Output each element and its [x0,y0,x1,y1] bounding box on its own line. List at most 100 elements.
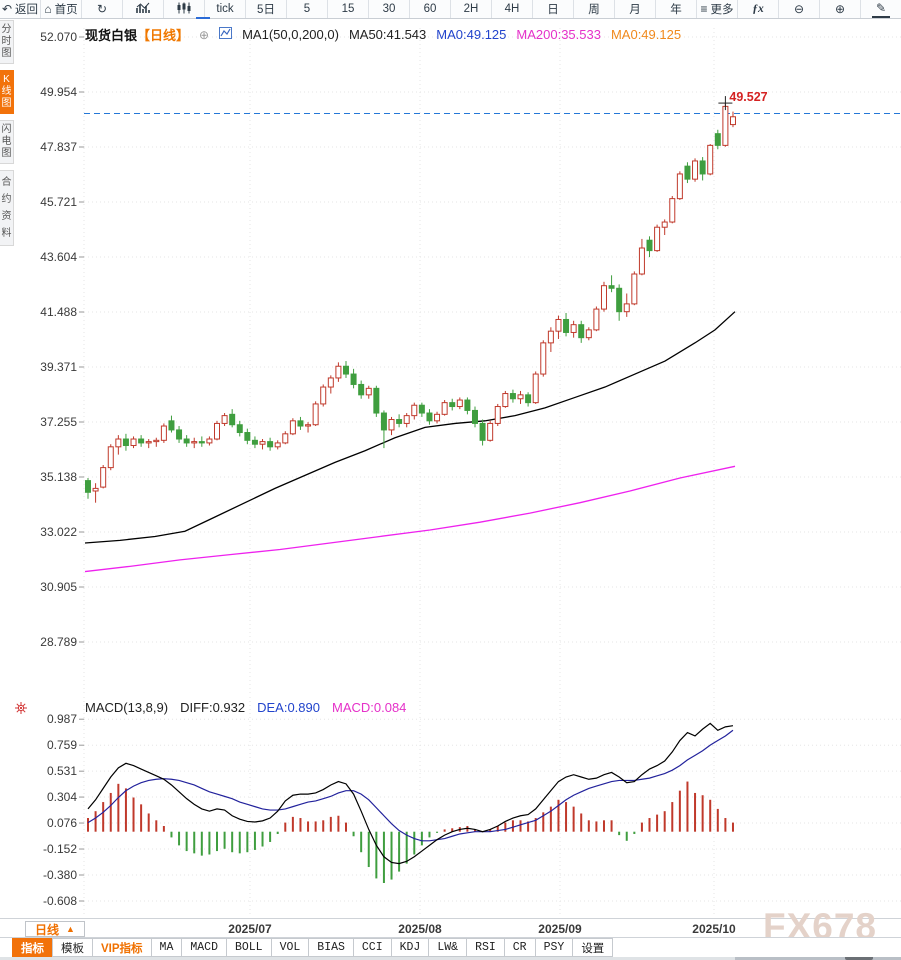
period-day-button-label: 日 [547,4,559,16]
svg-text:49.954: 49.954 [40,85,77,99]
period-5m-button[interactable]: 5 [287,0,328,18]
main-candlestick-chart[interactable]: 52.070 49.954 47.837 45.721 43.604 41.488 39.3… [0,19,901,695]
tab-KDJ[interactable]: KDJ [390,938,430,957]
tab-指标[interactable]: 指标 [12,938,53,957]
x-axis-label-2025/07: 2025/07 [228,922,272,936]
x-axis-label-2025/09: 2025/09 [538,922,582,936]
sidebar-item-闪电图[interactable]: 闪电图 [0,120,14,164]
more-button[interactable]: ≡ 更多 [697,0,738,18]
svg-text:35.138: 35.138 [40,470,77,484]
ma-indicator-icon[interactable] [219,27,233,42]
period-2h-button-label: 2H [463,3,479,15]
formula-button[interactable]: ƒx [738,0,779,18]
svg-text:41.488: 41.488 [40,305,77,319]
zoomin-icon: ⊕ [834,2,846,16]
refresh-button[interactable]: ↻ [82,0,123,18]
period-5d-button[interactable]: 5日 [246,0,287,18]
sidebar-item-分时图[interactable]: 分时图 [0,20,14,64]
svg-text:43.604: 43.604 [40,250,77,264]
indicator-settings-icon[interactable] [14,701,28,720]
line-chart-icon [136,2,150,17]
period-30m-button-label: 30 [382,3,396,15]
svg-text:-0.152: -0.152 [43,842,77,856]
svg-text:28.789: 28.789 [40,635,77,649]
tab-设置[interactable]: 设置 [572,938,614,957]
back-button[interactable]: ↶ 返回 [0,0,41,18]
svg-text:0.759: 0.759 [47,738,77,752]
pencil-icon: ✎ [871,1,891,18]
period-tick-button[interactable]: tick [205,0,246,18]
diff-value: DIFF:0.932 [180,700,246,715]
svg-text:39.371: 39.371 [40,360,77,374]
tab-PSY[interactable]: PSY [534,938,574,957]
tab-CCI[interactable]: CCI [352,938,392,957]
period-year-button-label: 年 [670,4,682,16]
timeshare-chart-button[interactable] [123,0,164,18]
ma-settings-label: MA1(50,0,200,0) [242,27,339,42]
period-15m-button[interactable]: 15 [328,0,369,18]
symbol-name: 现货白银 [85,28,138,43]
refresh-icon: ↻ [96,2,108,16]
tab-模板[interactable]: 模板 [52,938,93,957]
period-2h-button[interactable]: 2H [451,0,492,18]
active-chart-underline [196,17,210,19]
triangle-up-icon: ▲ [66,924,75,934]
macd-value: MACD:0.084 [331,700,407,715]
period-month-button[interactable]: 月 [615,0,656,18]
more-icon: ≡ [700,2,708,16]
home-button[interactable]: ⌂ 首页 [41,0,82,18]
zoomout-icon: ⊖ [793,2,805,16]
macd-settings-label: MACD(13,8,9) [85,700,169,715]
period-year-button[interactable]: 年 [656,0,697,18]
tab-MA[interactable]: MA [150,938,183,957]
period-30m-button[interactable]: 30 [369,0,410,18]
tab-CR[interactable]: CR [503,938,536,957]
back-icon: ↶ [1,2,13,16]
period-5d-button-label: 5日 [257,4,275,16]
home-button-label: 首页 [54,4,78,16]
tab-VIP指标[interactable]: VIP指标 [92,938,152,957]
add-indicator-icon[interactable]: ⊕ [199,27,210,42]
svg-text:0.304: 0.304 [47,790,77,804]
svg-text:0.531: 0.531 [47,764,77,778]
tab-BIAS[interactable]: BIAS [308,938,354,957]
tab-RSI[interactable]: RSI [466,938,505,957]
x-axis-label-2025/08: 2025/08 [398,922,442,936]
tab-VOL[interactable]: VOL [270,938,310,957]
macd-header: MACD(13,8,9) DIFF:0.932 DEA:0.890 MACD:0… [85,700,406,715]
ma50-value: MA50:41.543 [348,27,427,42]
indicator-tabs-row: 指标 模板 VIP指标 MA MACD BOLL VOL BIAS CCI KDJ LW& RSI CR… [0,937,901,957]
sidebar-item-合约资料[interactable]: 合约资料 [0,170,14,246]
period-week-button[interactable]: 周 [574,0,615,18]
period-4h-button-label: 4H [504,3,520,15]
x-axis-row: 日线 ▲ 2025/07 2025/08 2025/09 2025/10 [0,918,901,938]
period-day-button[interactable]: 日 [533,0,574,18]
svg-text:37.255: 37.255 [40,415,77,429]
tab-MACD[interactable]: MACD [181,938,227,957]
top-toolbar: ↶ 返回 ⌂ 首页 ↻ tick 5日 5 15 30 60 2H 4H 日周月年 ≡ 更多 ƒx ⊖ ⊕ ✎ [0,0,901,19]
svg-text:47.837: 47.837 [40,140,77,154]
period-week-button-label: 周 [588,4,600,16]
period-month-button-label: 月 [629,4,641,16]
svg-text:-0.380: -0.380 [43,868,77,882]
zoom-out-button[interactable]: ⊖ [779,0,820,18]
svg-text:0.987: 0.987 [47,712,77,726]
more-button-label: 更多 [710,4,734,16]
kline-chart-button[interactable] [164,0,205,18]
period-selector-label: 日线 [35,922,60,937]
period-tag: 【日线】 [137,28,190,43]
svg-text:30.905: 30.905 [40,580,77,594]
svg-text:45.721: 45.721 [40,195,77,209]
draw-button[interactable]: ✎ [861,0,901,18]
period-4h-button[interactable]: 4H [492,0,533,18]
ma0-value-orange: MA0:49.125 [610,27,682,42]
zoom-in-button[interactable]: ⊕ [820,0,861,18]
period-60m-button[interactable]: 60 [410,0,451,18]
ma200-value: MA200:35.533 [516,27,601,42]
period-selector-button[interactable]: 日线 ▲ [25,921,85,937]
tab-BOLL[interactable]: BOLL [225,938,272,957]
macd-indicator-chart[interactable]: 0.987 0.759 0.531 0.304 0.076 -0.152 -0.380 -0.… [0,695,901,918]
tab-LW&[interactable]: LW& [428,938,468,957]
